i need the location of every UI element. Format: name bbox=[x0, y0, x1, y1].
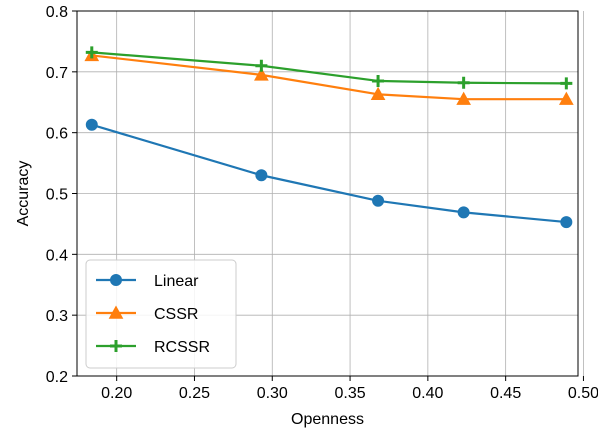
data-point-rcssr bbox=[560, 77, 573, 90]
plot-frame bbox=[76, 10, 579, 377]
axis-ticks: 0.20 0.25 0.30 0.35 0.40 0.45 0.50 0.2 0.3 0.4 0.5… bbox=[46, 4, 598, 402]
data-point-rcssr bbox=[85, 46, 98, 59]
legend-item-rcssr: RCSSR bbox=[96, 339, 210, 356]
x-tick-label: 0.20 bbox=[101, 385, 132, 402]
data-point-rcssr bbox=[372, 74, 385, 87]
series-layer bbox=[84, 46, 574, 229]
legend: Linear CSSR RCSSR bbox=[85, 259, 237, 369]
x-tick-label: 0.50 bbox=[568, 385, 598, 402]
x-axis-label: Openness bbox=[291, 411, 364, 428]
series-line-rcssr bbox=[91, 51, 567, 85]
x-tick-label: 0.40 bbox=[412, 385, 443, 402]
y-tick-label: 0.2 bbox=[46, 369, 68, 386]
y-tick-label: 0.7 bbox=[46, 65, 68, 82]
legend-label-cssr: CSSR bbox=[154, 306, 198, 323]
x-tick-label: 0.35 bbox=[334, 385, 365, 402]
x-tick-label: 0.30 bbox=[257, 385, 288, 402]
y-tick-label: 0.6 bbox=[46, 126, 68, 143]
legend-label-rcssr: RCSSR bbox=[154, 339, 210, 356]
data-point-cssr bbox=[456, 91, 471, 105]
y-tick-label: 0.8 bbox=[46, 4, 68, 21]
legend-item-linear: Linear bbox=[96, 273, 199, 290]
x-tick-label: 0.25 bbox=[179, 385, 210, 402]
data-point-cssr bbox=[254, 67, 269, 81]
data-point-rcssr bbox=[255, 59, 268, 72]
data-point-linear bbox=[255, 169, 268, 182]
legend-box bbox=[85, 259, 237, 369]
data-point-rcssr bbox=[457, 76, 470, 89]
data-point-linear bbox=[457, 206, 470, 219]
y-tick-label: 0.3 bbox=[46, 308, 68, 325]
data-point-linear bbox=[560, 216, 573, 229]
data-point-linear bbox=[372, 194, 385, 207]
y-axis-label: Accuracy bbox=[15, 161, 32, 227]
series-line-cssr bbox=[91, 54, 567, 101]
series-line-linear bbox=[91, 123, 567, 224]
legend-marker-linear bbox=[110, 274, 122, 286]
legend-item-cssr: CSSR bbox=[96, 305, 198, 323]
legend-marker-cssr bbox=[108, 305, 124, 319]
series-cssr bbox=[84, 47, 574, 105]
data-point-linear bbox=[85, 118, 98, 131]
data-point-cssr bbox=[370, 86, 386, 101]
legend-marker-rcssr bbox=[110, 340, 122, 352]
y-tick-label: 0.5 bbox=[46, 187, 68, 204]
series-linear bbox=[85, 118, 573, 229]
legend-label-linear: Linear bbox=[154, 273, 199, 290]
x-tick-label: 0.45 bbox=[490, 385, 521, 402]
data-point-cssr bbox=[558, 91, 574, 105]
y-tick-label: 0.4 bbox=[46, 247, 68, 264]
series-rcssr bbox=[85, 46, 573, 90]
